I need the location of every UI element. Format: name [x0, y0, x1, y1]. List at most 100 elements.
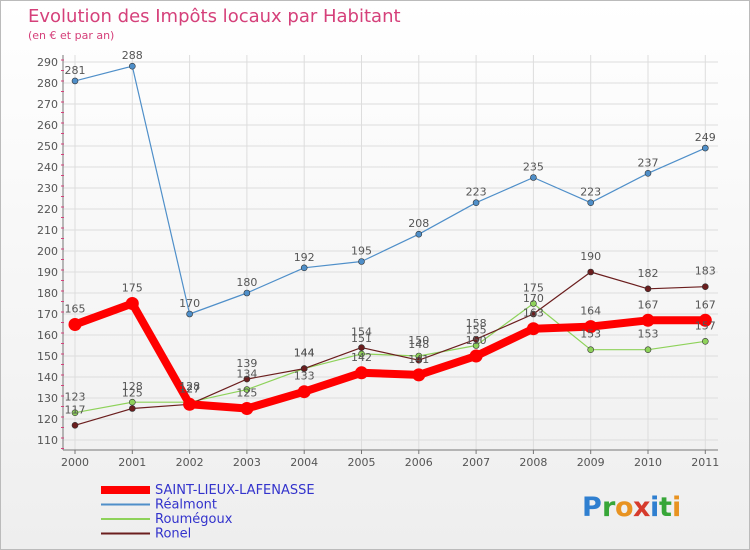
- data-point: [701, 144, 709, 152]
- y-tick-label: 110: [37, 434, 58, 447]
- data-label: 150: [408, 334, 429, 347]
- data-label: 127: [179, 382, 200, 395]
- data-point: [68, 318, 82, 331]
- chart-subtitle: (en € et par an): [28, 29, 114, 42]
- data-label: 158: [466, 317, 487, 330]
- data-label: 164: [580, 305, 601, 318]
- data-label: 142: [351, 351, 372, 364]
- data-point: [71, 77, 79, 85]
- data-point: [240, 402, 254, 415]
- data-label: 175: [523, 282, 544, 295]
- data-point: [243, 289, 251, 297]
- y-tick-label: 240: [37, 161, 58, 174]
- data-point: [472, 199, 480, 206]
- data-label: 249: [695, 131, 716, 144]
- data-point: [472, 335, 480, 343]
- data-label: 195: [351, 245, 372, 258]
- x-tick-label: 2000: [61, 456, 89, 469]
- data-point: [530, 310, 537, 318]
- data-label: 180: [236, 276, 257, 289]
- data-label: 288: [122, 49, 143, 62]
- x-tick-label: 2004: [290, 456, 318, 469]
- series-layer: [68, 62, 712, 429]
- legend-label: SAINT-LIEUX-LAFENASSE: [155, 483, 315, 498]
- data-label: 190: [580, 250, 601, 263]
- svg-text:r: r: [602, 492, 616, 523]
- data-point: [644, 346, 652, 354]
- data-label: 127: [179, 382, 200, 395]
- axis-layer: 110 120 130 140 150 160 170 180 190 200 210 220 230 2…: [37, 55, 719, 469]
- data-label: 148: [408, 338, 429, 351]
- y-tick-label: 250: [37, 140, 58, 153]
- x-tick-label: 2003: [233, 456, 261, 469]
- data-label: 134: [236, 368, 257, 381]
- data-label: 155: [466, 324, 487, 337]
- data-label: 192: [294, 251, 315, 264]
- data-label: 144: [294, 347, 315, 360]
- y-tick-label: 180: [37, 287, 58, 300]
- data-label: 165: [65, 303, 86, 316]
- data-label: 128: [179, 380, 200, 393]
- data-label: 153: [580, 328, 601, 341]
- y-tick-label: 210: [37, 224, 58, 237]
- data-point: [641, 313, 655, 327]
- data-point: [415, 230, 423, 238]
- data-label: 182: [638, 267, 659, 280]
- y-tick-label: 220: [37, 203, 58, 216]
- series-line-2: [74, 271, 706, 426]
- x-tick-label: 2009: [577, 456, 605, 469]
- data-label: 167: [638, 298, 659, 311]
- data-point: [186, 310, 193, 318]
- x-tick-label: 2008: [519, 456, 547, 469]
- series-line-1: [74, 302, 706, 414]
- grid-layer: [63, 55, 718, 450]
- data-point: [587, 199, 595, 206]
- x-tick-label: 2002: [176, 456, 204, 469]
- x-tick-label: 2006: [405, 456, 433, 469]
- data-point: [644, 170, 652, 177]
- x-tick-label: 2001: [118, 456, 146, 469]
- y-tick-label: 150: [37, 350, 58, 363]
- data-label: 208: [408, 217, 429, 230]
- data-point: [71, 421, 79, 429]
- y-tick-label: 290: [37, 56, 58, 69]
- data-point: [300, 365, 308, 372]
- data-point: [701, 283, 709, 291]
- x-tick-label: 2005: [348, 456, 376, 469]
- data-label: 170: [179, 297, 200, 310]
- data-point: [701, 337, 709, 345]
- data-label: 151: [351, 332, 372, 345]
- data-point: [183, 397, 197, 411]
- svg-text:t: t: [659, 492, 672, 523]
- data-label: 281: [65, 64, 86, 77]
- data-label: 183: [695, 265, 716, 278]
- data-label: 123: [65, 391, 86, 404]
- x-tick-label: 2010: [634, 456, 662, 469]
- data-label: 170: [523, 292, 544, 305]
- svg-text:x: x: [633, 492, 650, 523]
- y-tick-label: 230: [37, 182, 58, 195]
- data-point: [300, 264, 308, 272]
- y-tick-label: 200: [37, 245, 58, 258]
- data-label: 223: [580, 186, 601, 199]
- y-tick-label: 280: [37, 77, 58, 90]
- data-point: [415, 356, 423, 364]
- y-tick-label: 260: [37, 119, 58, 132]
- data-point: [526, 322, 540, 336]
- data-point: [644, 285, 652, 293]
- data-point: [587, 268, 595, 276]
- svg-text:i: i: [650, 492, 659, 523]
- y-tick-label: 190: [37, 266, 58, 279]
- data-label: 175: [122, 282, 143, 295]
- svg-text:P: P: [582, 492, 602, 523]
- data-point: [71, 409, 79, 417]
- y-tick-label: 130: [37, 392, 58, 405]
- data-point: [297, 385, 311, 399]
- data-label: 150: [466, 334, 487, 347]
- data-label: 133: [294, 370, 315, 383]
- data-point: [412, 368, 426, 382]
- data-label: 223: [466, 186, 487, 199]
- svg-text:o: o: [615, 492, 634, 523]
